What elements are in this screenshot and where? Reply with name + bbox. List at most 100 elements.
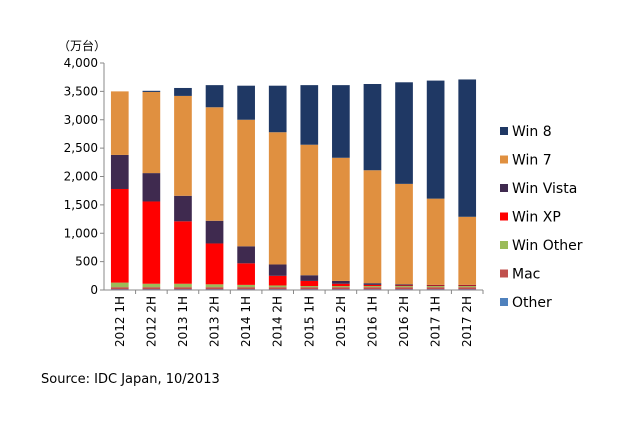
- legend-swatch-win-xp: [500, 212, 508, 221]
- bar-segment-mac: [363, 287, 382, 290]
- bar-segment-win-other: [363, 286, 382, 288]
- x-tick-label: 2015 2H: [334, 296, 348, 347]
- bar-segment-win-other: [142, 283, 161, 288]
- bar-segment-win-7: [142, 91, 161, 174]
- bar-segment-win-7: [268, 132, 287, 265]
- bar-segment-mac: [332, 287, 350, 290]
- y-axis: 0 500 1,000 1,500 2,000 2,500 3,000 3,500 4,000: [64, 56, 105, 297]
- source-note: Source: IDC Japan, 10/2013: [41, 372, 220, 387]
- bar-segment-win-vista: [174, 195, 192, 222]
- x-tick-label: 2013 1H: [176, 296, 190, 347]
- bar-segment-win-other: [300, 286, 319, 288]
- bar-segment-win-vista: [110, 154, 129, 189]
- legend-swatch-win-other: [500, 241, 508, 249]
- x-tick-label: 2013 2H: [208, 296, 222, 347]
- bar-segment-win-8: [174, 87, 192, 96]
- bar-segment-mac: [142, 287, 161, 290]
- bar-segment-other: [426, 289, 445, 290]
- bar-segment-other: [363, 289, 382, 290]
- y-tick-label: 2,500: [64, 141, 98, 155]
- bar-segment-win-xp: [110, 188, 129, 283]
- x-tick-label: 2014 2H: [271, 296, 285, 347]
- bar-segment-mac: [458, 287, 477, 290]
- bar-segment-win-7: [174, 95, 192, 196]
- bar-segment-other: [332, 289, 350, 290]
- y-tick-label: 3,000: [64, 113, 98, 127]
- bar-segment-win-other: [458, 286, 477, 288]
- legend-label: Win XP: [512, 210, 561, 226]
- legend-swatch-win-vista: [500, 184, 508, 192]
- bar-segment-other: [205, 289, 224, 290]
- bar-segment-win-vista: [142, 173, 161, 202]
- bar-segment-win-xp: [205, 243, 224, 285]
- bar-segment-win-7: [300, 144, 319, 276]
- bar-segment-win-8: [142, 90, 161, 92]
- x-tick-label: 2014 1H: [239, 296, 253, 347]
- bar-segment-win-vista: [300, 275, 319, 281]
- bar-segment-other: [237, 289, 255, 290]
- bar-segment-win-other: [205, 284, 224, 288]
- bar-segment-win-xp: [268, 275, 287, 286]
- legend-label: Win Other: [512, 238, 583, 254]
- legend-swatch-other: [500, 298, 508, 306]
- bar-segment-win-xp: [174, 221, 192, 284]
- bar-segment-mac: [174, 287, 192, 290]
- y-tick-label: 2,000: [64, 170, 98, 184]
- bar-segment-win-vista: [363, 283, 382, 285]
- bar-segment-other: [142, 289, 161, 290]
- x-tick-label: 2012 2H: [144, 296, 158, 347]
- bar-segment-mac: [300, 287, 319, 290]
- bar-segment-win-xp: [332, 283, 350, 287]
- bar-segment-win-7: [426, 198, 445, 285]
- bar-segment-win-7: [110, 91, 129, 155]
- bar-segment-other: [300, 289, 319, 290]
- bar-segment-win-8: [237, 85, 255, 120]
- bar-segment-other: [395, 289, 413, 290]
- bar-segment-win-xp: [142, 201, 161, 284]
- bar-segment-win-xp: [458, 285, 477, 287]
- y-tick-label: 3,500: [64, 84, 98, 98]
- bar-segment-other: [110, 289, 129, 290]
- bar-segment-win-xp: [363, 284, 382, 287]
- x-tick-label: 2012 1H: [113, 296, 127, 347]
- bar-segment-win-vista: [332, 280, 350, 284]
- bar-segment-mac: [205, 287, 224, 290]
- y-tick-label: 1,000: [64, 226, 98, 240]
- y-tick-label: 1,500: [64, 198, 98, 212]
- bar-segment-win-vista: [458, 284, 477, 286]
- bar-segment-win-other: [268, 285, 287, 288]
- x-tick-label: 2017 2H: [460, 296, 474, 347]
- bar-segment-win-7: [237, 119, 255, 247]
- bar-segment-win-xp: [237, 263, 255, 285]
- legend-swatch-mac: [500, 269, 508, 278]
- bar-segment-win-vista: [426, 284, 445, 286]
- bar-segment-win-8: [426, 80, 445, 199]
- bar-segment-win-7: [205, 107, 224, 221]
- y-unit-label: （万台）: [58, 38, 106, 53]
- x-tick-label: 2017 1H: [429, 296, 443, 347]
- bar-segment-mac: [237, 287, 255, 290]
- bar-segment-win-vista: [237, 246, 255, 264]
- bar-segment-win-vista: [395, 284, 413, 286]
- legend-label: Mac: [512, 267, 540, 283]
- bar-segment-win-7: [395, 183, 413, 285]
- bar-segment-win-other: [174, 283, 192, 288]
- bar-segment-win-8: [395, 82, 413, 184]
- bar-segment-win-7: [458, 216, 477, 285]
- bar-segment-mac: [268, 287, 287, 290]
- bar-segment-win-xp: [426, 285, 445, 287]
- x-axis: 2012 1H 2012 2H 2013 1H 2013 2H 2014 1H 2014 …: [104, 289, 484, 347]
- bar-segment-win-xp: [395, 285, 413, 287]
- bar-segment-win-8: [268, 85, 287, 133]
- legend-label: Other: [512, 295, 552, 311]
- bar-segment-mac: [426, 287, 445, 290]
- bar-segment-win-7: [363, 170, 382, 284]
- bar-segment-win-8: [458, 79, 477, 217]
- bar-segment-win-other: [237, 284, 255, 288]
- x-tick-label: 2015 1H: [302, 296, 316, 347]
- y-tick-label: 500: [75, 255, 98, 269]
- bar-segment-mac: [395, 287, 413, 290]
- legend-swatch-win-7: [500, 155, 508, 164]
- bar-segment-win-8: [300, 85, 319, 145]
